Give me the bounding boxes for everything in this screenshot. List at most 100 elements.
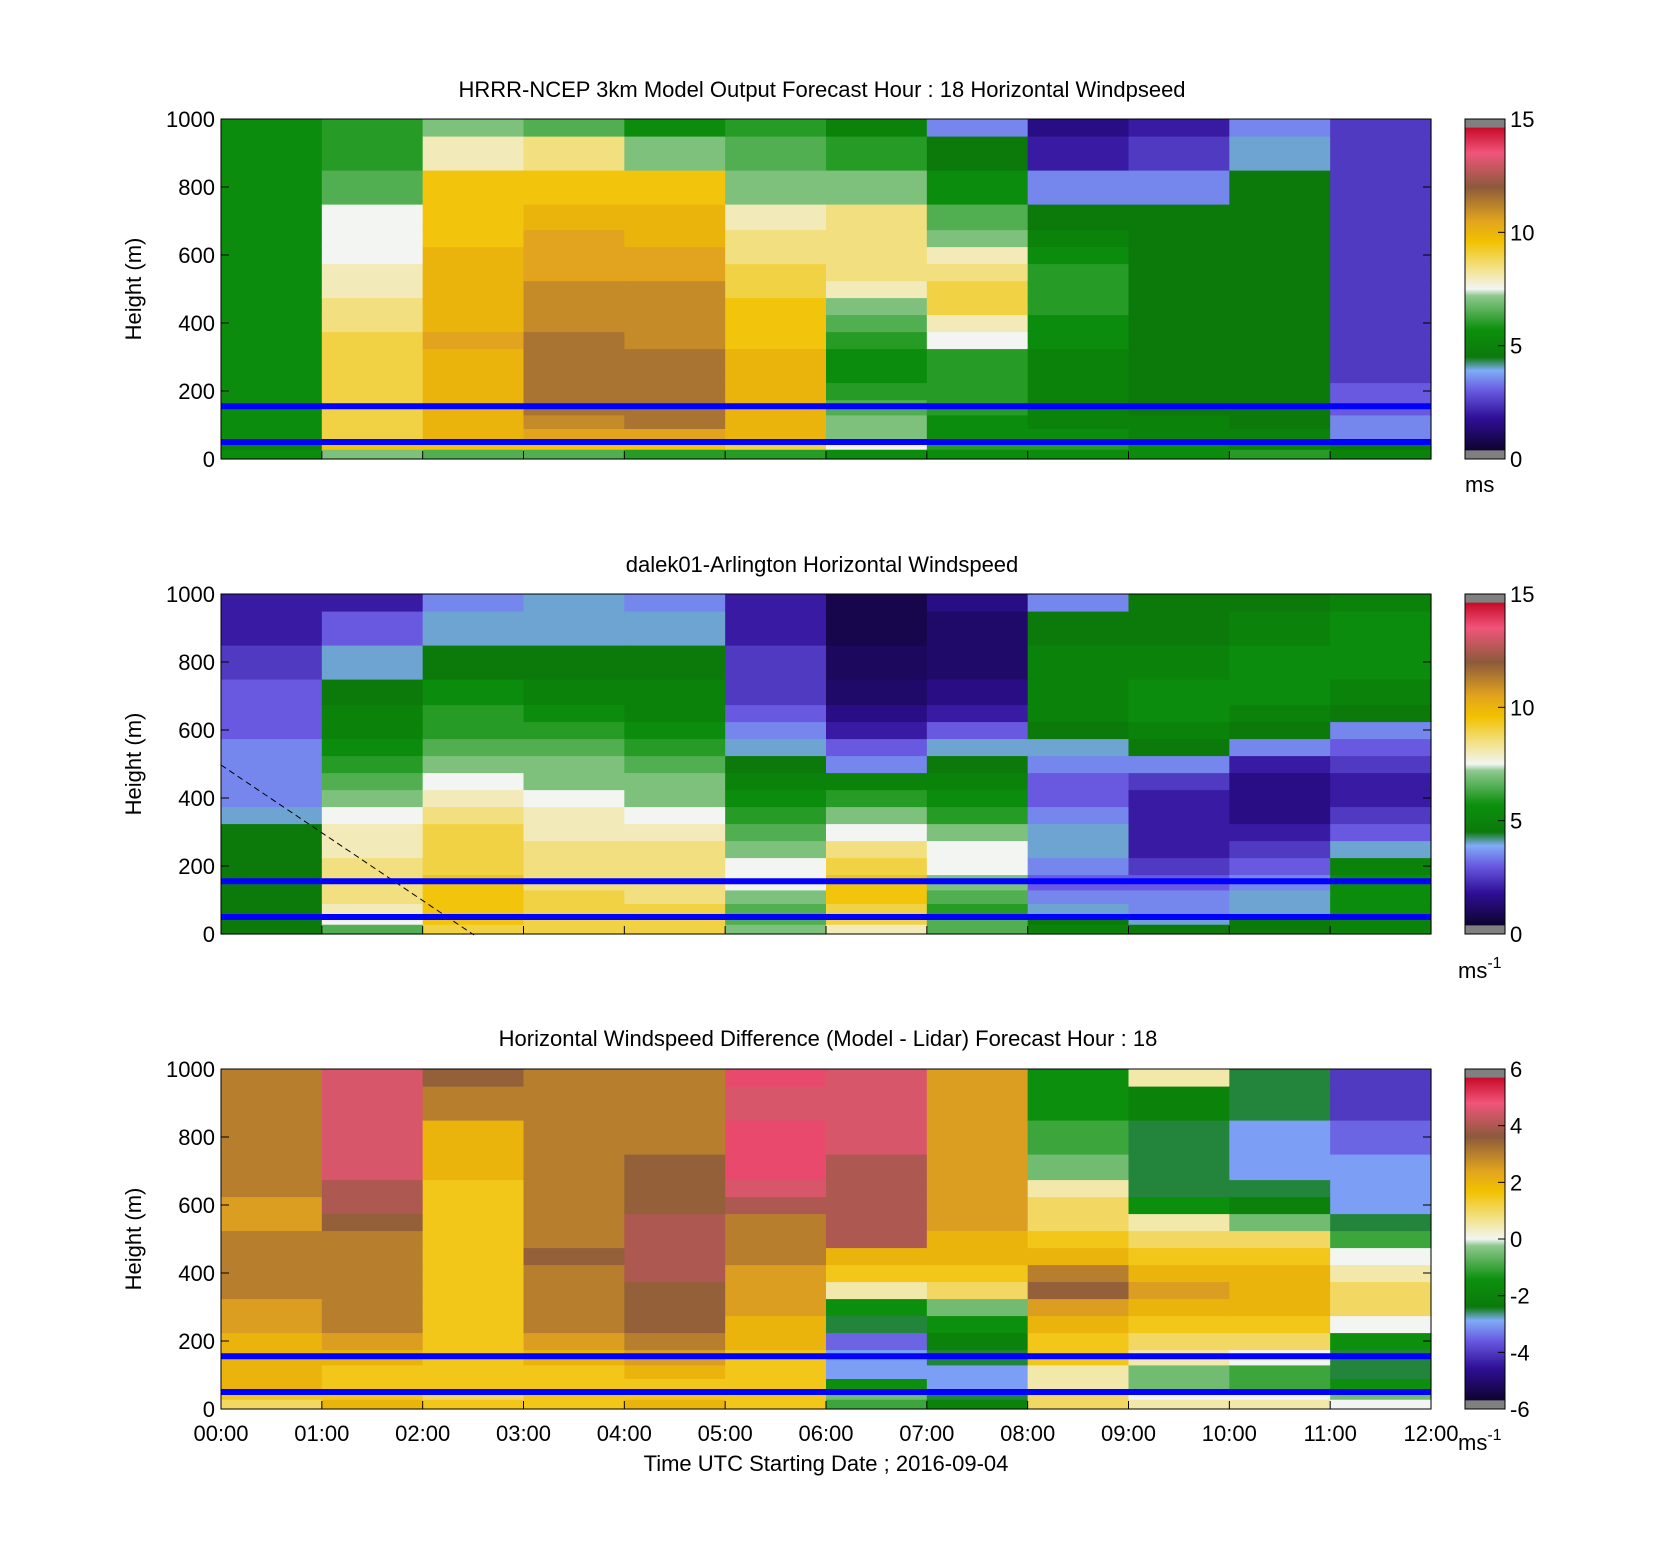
heatmap-cell xyxy=(523,645,625,680)
heatmap-cell xyxy=(523,229,625,248)
heatmap-cell xyxy=(523,924,625,935)
heatmap-cell xyxy=(926,1264,1029,1283)
heatmap-cell xyxy=(624,1179,726,1198)
heatmap-cell xyxy=(422,1298,525,1317)
heatmap-cell xyxy=(926,348,1029,367)
heatmap-cell xyxy=(1229,229,1331,248)
heatmap-cell xyxy=(624,297,726,316)
heatmap-cell xyxy=(826,1230,928,1249)
heatmap-cell xyxy=(1229,738,1331,757)
heatmap-cell xyxy=(1330,1213,1432,1232)
heatmap-cell xyxy=(221,1364,323,1379)
heatmap-cell xyxy=(1330,1120,1432,1155)
heatmap-cell xyxy=(826,645,928,680)
heatmap-cell xyxy=(1027,440,1130,450)
heatmap-cell xyxy=(422,331,525,350)
heatmap-cell xyxy=(624,1154,726,1181)
heatmap-cell xyxy=(1330,704,1432,723)
heatmap-cell xyxy=(1128,1086,1230,1121)
heatmap-cell xyxy=(1330,679,1432,706)
heatmap-cell xyxy=(1128,1196,1230,1215)
heatmap-cell xyxy=(725,915,827,925)
heatmap-cell xyxy=(1027,1298,1130,1317)
heatmap-cell xyxy=(1027,449,1130,460)
heatmap-cell xyxy=(1229,1230,1331,1249)
heatmap-cell xyxy=(624,679,726,706)
heatmap-cell xyxy=(422,246,525,265)
heatmap-cell xyxy=(926,331,1029,350)
heatmap-cell xyxy=(725,1298,827,1317)
panel-difference-colorbar-unit: ms-1 xyxy=(1458,1427,1502,1455)
heatmap-cell xyxy=(624,924,726,935)
heatmap-cell xyxy=(624,365,726,384)
heatmap-cell xyxy=(1229,755,1331,774)
heatmap-cell xyxy=(321,414,424,429)
heatmap-cell xyxy=(1229,1196,1331,1215)
heatmap-cell xyxy=(1229,1154,1331,1181)
heatmap-cell xyxy=(422,1120,525,1155)
heatmap-cell xyxy=(725,1154,827,1181)
heatmap-cell xyxy=(725,738,827,757)
heatmap-cell xyxy=(1229,704,1331,723)
heatmap-cell xyxy=(725,721,827,740)
heatmap-cell xyxy=(1128,1247,1230,1266)
panel-lidar-y-ticks: 0 200 400 600 800 1000 xyxy=(166,582,1431,947)
heatmap-cell xyxy=(221,1332,323,1351)
heatmap-cell xyxy=(926,1247,1029,1266)
heatmap-cell xyxy=(321,1264,424,1283)
heatmap-cell xyxy=(1128,1378,1230,1391)
heatmap-cell xyxy=(1229,721,1331,740)
colorbar-tick-label: 15 xyxy=(1510,107,1534,132)
heatmap-cell xyxy=(1027,789,1130,808)
y-tick-label: 200 xyxy=(178,1329,215,1354)
heatmap-cell xyxy=(1128,1399,1230,1410)
heatmap-cell xyxy=(1027,721,1130,740)
heatmap-cell xyxy=(624,1364,726,1379)
heatmap-cell xyxy=(1027,1390,1130,1400)
heatmap-cell xyxy=(1229,679,1331,706)
heatmap-cell xyxy=(725,1399,827,1410)
heatmap-cell xyxy=(321,136,424,171)
heatmap-cell xyxy=(1128,263,1230,282)
heatmap-cell xyxy=(221,594,323,612)
heatmap-cell xyxy=(221,755,323,774)
heatmap-cell xyxy=(926,297,1029,316)
heatmap-cell xyxy=(1229,1179,1331,1198)
panel-difference-x-tick-labels: 00:00 01:00 02:00 03:00 04:00 05:00 06:00 07:00… xyxy=(193,1421,1458,1446)
heatmap-cell xyxy=(926,119,1029,137)
heatmap-cell xyxy=(1229,280,1331,299)
heatmap-cell xyxy=(1128,755,1230,774)
heatmap-cell xyxy=(1229,170,1331,205)
heatmap-cell xyxy=(1229,119,1331,137)
heatmap-cell xyxy=(523,1213,625,1232)
panel-model-colorbar-ticks: 0 5 10 15 xyxy=(1498,107,1534,472)
heatmap-cell xyxy=(1027,119,1130,137)
heatmap-cell xyxy=(1128,1264,1230,1283)
heatmap-cell xyxy=(321,903,424,916)
x-tick-label: 00:00 xyxy=(193,1421,248,1446)
heatmap-cell xyxy=(1330,823,1432,842)
heatmap-cell xyxy=(1330,1264,1432,1283)
heatmap-cell xyxy=(321,382,424,401)
heatmap-cell xyxy=(1027,1230,1130,1249)
panel-model-heatmap xyxy=(221,119,1432,460)
y-tick-label: 0 xyxy=(203,1397,215,1422)
heatmap-cell xyxy=(1128,365,1230,384)
heatmap-cell xyxy=(1229,1247,1331,1266)
panel-difference-heatmap xyxy=(221,1069,1432,1410)
heatmap-cell xyxy=(422,1315,525,1334)
heatmap-cell xyxy=(321,806,424,825)
heatmap-cell xyxy=(221,611,323,646)
heatmap-cell xyxy=(523,679,625,706)
heatmap-cell xyxy=(826,382,928,401)
panel-lidar-heatmap xyxy=(221,594,1432,935)
heatmap-cell xyxy=(1128,1315,1230,1334)
heatmap-cell xyxy=(1330,280,1432,299)
heatmap-cell xyxy=(1330,297,1432,316)
x-tick-label: 02:00 xyxy=(395,1421,450,1446)
heatmap-cell xyxy=(221,382,323,401)
heatmap-cell xyxy=(1330,772,1432,791)
heatmap-cell xyxy=(221,889,323,904)
panel-model-ylabel: Height (m) xyxy=(121,238,146,341)
heatmap-cell xyxy=(926,789,1029,808)
